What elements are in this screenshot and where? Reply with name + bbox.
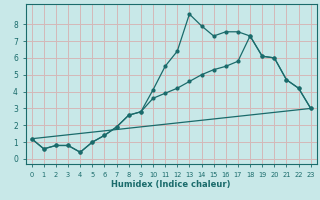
X-axis label: Humidex (Indice chaleur): Humidex (Indice chaleur)	[111, 180, 231, 189]
